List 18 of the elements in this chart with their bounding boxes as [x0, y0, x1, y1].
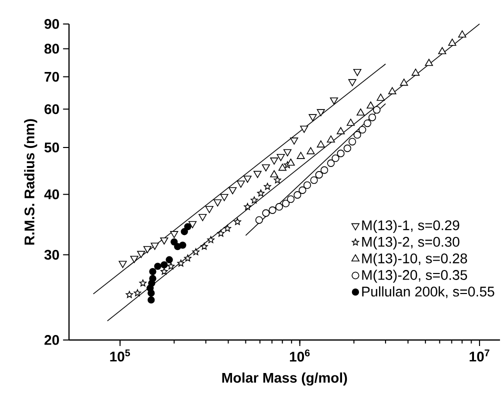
y-tick-label: 20	[44, 335, 59, 345]
y-tick-label: 50	[44, 142, 59, 152]
x-axis-title: Molar Mass (g/mol)	[222, 372, 347, 386]
legend-label: M(13)-10, s=0.28	[362, 253, 468, 266]
y-tick-label: 80	[44, 44, 59, 54]
legend-label: M(13)-1, s=0.29	[362, 220, 460, 233]
legend-label: M(13)-20, s=0.35	[362, 270, 468, 283]
x-tick-label: 10$^{7}$	[470, 349, 490, 362]
x-tick-label: 10$^{5}$	[110, 349, 130, 362]
y-tick-label: 40	[44, 189, 59, 200]
legend-label: Pullulan 200k, s=0.55	[362, 286, 494, 298]
legend-label: M(13)-2, s=0.30	[362, 236, 460, 250]
y-tick-label: 70	[44, 72, 59, 82]
y-tick-label: 90	[44, 19, 59, 29]
y-axis-title: R.M.S. Radius (nm)	[24, 119, 38, 245]
y-tick-label: 30	[44, 250, 59, 260]
x-tick-label: 10$^{6}$	[290, 349, 310, 362]
y-tick-label: 60	[44, 104, 59, 114]
